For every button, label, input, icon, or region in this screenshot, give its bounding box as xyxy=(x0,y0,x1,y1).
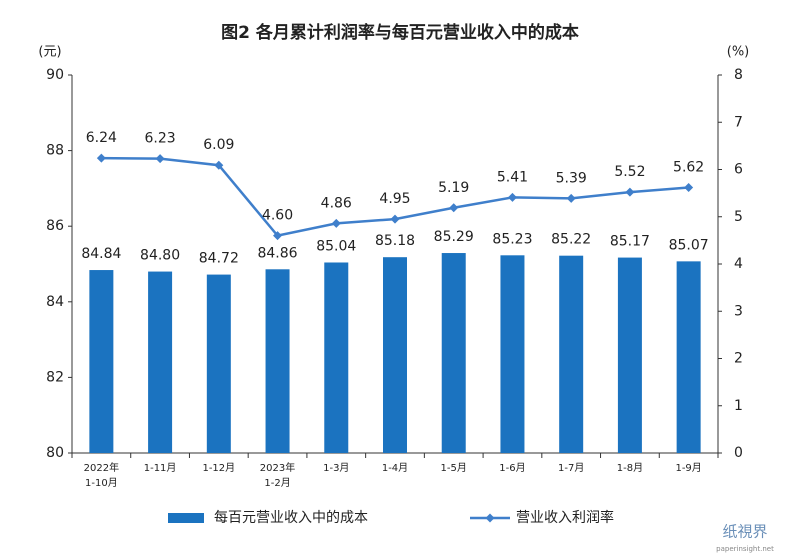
x-tick-label: 1-6月 xyxy=(499,463,526,474)
bar-value-label: 85.17 xyxy=(610,234,650,250)
x-tick-label: 1-9月 xyxy=(675,463,702,474)
bar xyxy=(206,274,231,453)
line-value-label: 6.09 xyxy=(203,137,234,153)
bar-value-label: 84.72 xyxy=(199,251,239,267)
y-axis-label: (元) xyxy=(38,45,61,60)
legend-marker xyxy=(485,513,495,523)
x-tick-label: 1-4月 xyxy=(381,463,409,474)
line-value-label: 5.52 xyxy=(614,164,645,180)
line-marker xyxy=(625,187,635,197)
x-tick-label: 1-12月 xyxy=(202,463,236,474)
legend-swatch xyxy=(168,513,204,523)
bar-value-label: 85.04 xyxy=(316,238,356,254)
line-value-label: 5.41 xyxy=(497,169,528,185)
watermark-url: paperinsight.net xyxy=(716,545,774,553)
x-tick-label: 1-3月 xyxy=(323,463,350,474)
y2-tick-label: 4 xyxy=(734,256,743,272)
line-value-label: 5.62 xyxy=(673,159,704,175)
bar-value-label: 84.86 xyxy=(257,245,297,261)
bar-value-label: 85.23 xyxy=(492,231,532,247)
line-value-label: 6.23 xyxy=(145,131,176,147)
y-tick-label: 88 xyxy=(46,143,64,159)
bar-value-label: 85.07 xyxy=(669,237,709,253)
y2-tick-label: 7 xyxy=(734,114,743,130)
bar xyxy=(265,269,290,453)
y-tick-label: 84 xyxy=(46,294,64,310)
bar xyxy=(559,255,584,453)
x-tick-label: 1-8月 xyxy=(616,463,644,474)
line-value-label: 4.60 xyxy=(262,208,293,224)
y2-tick-label: 3 xyxy=(734,303,743,319)
line-marker xyxy=(155,154,165,164)
line-value-label: 4.95 xyxy=(379,191,410,207)
y2-tick-label: 5 xyxy=(734,209,743,225)
x-tick-label: 1-7月 xyxy=(558,463,585,474)
line-marker xyxy=(273,231,283,241)
bar xyxy=(617,257,642,453)
y-tick-label: 86 xyxy=(46,218,64,234)
y-tick-label: 82 xyxy=(46,369,64,385)
bar xyxy=(500,255,525,453)
line-marker xyxy=(96,153,106,163)
line-marker xyxy=(684,182,694,192)
y-tick-label: 90 xyxy=(46,67,64,83)
watermark: 纸視界 xyxy=(722,523,767,541)
bar-value-label: 85.18 xyxy=(375,233,415,249)
legend-label: 营业收入利润率 xyxy=(516,509,614,526)
y2-axis-label: (%) xyxy=(727,45,750,60)
line-value-label: 6.24 xyxy=(86,130,117,146)
bar xyxy=(383,257,407,453)
x-tick-label: 2022年 1-10月 xyxy=(83,463,120,489)
bar-value-label: 84.80 xyxy=(140,248,180,264)
line-value-label: 5.19 xyxy=(438,180,469,196)
line-value-label: 4.86 xyxy=(321,195,352,211)
x-tick-label: 2023年 1-2月 xyxy=(259,463,296,489)
bar xyxy=(676,261,701,453)
chart-title: 图2 各月累计利润率与每百元营业收入中的成本 xyxy=(221,22,579,43)
bar xyxy=(324,262,349,453)
bar-value-label: 85.29 xyxy=(434,229,474,245)
x-tick-label: 1-5月 xyxy=(440,463,467,474)
y-tick-label: 80 xyxy=(46,445,64,461)
bar xyxy=(441,253,466,453)
bar-value-label: 84.84 xyxy=(81,246,121,262)
legend-label: 每百元营业收入中的成本 xyxy=(214,510,368,526)
bar xyxy=(89,270,114,453)
bar-value-label: 85.22 xyxy=(551,232,591,248)
line-marker xyxy=(566,193,576,203)
y2-tick-label: 6 xyxy=(734,162,743,178)
line-marker xyxy=(214,160,224,170)
y2-tick-label: 0 xyxy=(734,445,743,461)
line-value-label: 5.39 xyxy=(556,170,587,186)
line-marker xyxy=(390,214,400,224)
line-marker xyxy=(507,192,517,202)
y2-tick-label: 2 xyxy=(734,351,743,367)
bar xyxy=(148,271,173,453)
y2-tick-label: 1 xyxy=(734,398,743,414)
x-tick-label: 1-11月 xyxy=(143,463,177,474)
line-marker xyxy=(331,218,341,228)
y2-tick-label: 8 xyxy=(734,67,743,83)
line-marker xyxy=(449,203,459,213)
